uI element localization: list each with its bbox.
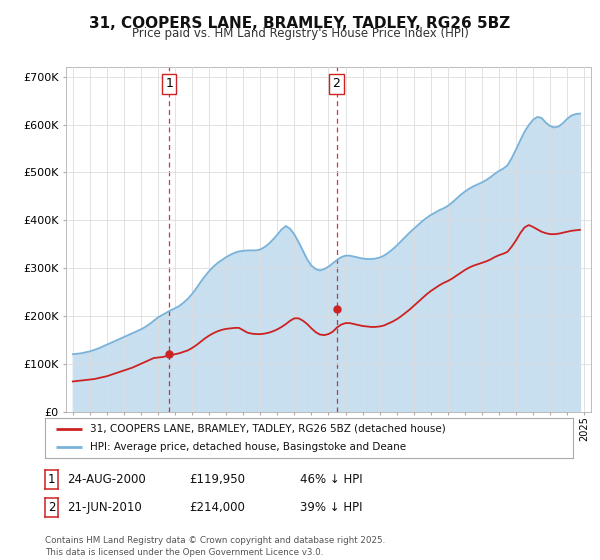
Text: 46% ↓ HPI: 46% ↓ HPI [300,473,362,486]
Text: Price paid vs. HM Land Registry's House Price Index (HPI): Price paid vs. HM Land Registry's House … [131,27,469,40]
Text: HPI: Average price, detached house, Basingstoke and Deane: HPI: Average price, detached house, Basi… [90,442,406,452]
Text: £119,950: £119,950 [189,473,245,486]
Text: 21-JUN-2010: 21-JUN-2010 [67,501,142,514]
Text: Contains HM Land Registry data © Crown copyright and database right 2025.
This d: Contains HM Land Registry data © Crown c… [45,536,385,557]
Text: 2: 2 [332,77,340,91]
Text: 1: 1 [48,473,55,486]
Text: 1: 1 [165,77,173,91]
Text: 31, COOPERS LANE, BRAMLEY, TADLEY, RG26 5BZ (detached house): 31, COOPERS LANE, BRAMLEY, TADLEY, RG26 … [90,424,446,433]
Text: £214,000: £214,000 [189,501,245,514]
Text: 39% ↓ HPI: 39% ↓ HPI [300,501,362,514]
Text: 2: 2 [48,501,55,514]
Text: 31, COOPERS LANE, BRAMLEY, TADLEY, RG26 5BZ: 31, COOPERS LANE, BRAMLEY, TADLEY, RG26 … [89,16,511,31]
Text: 24-AUG-2000: 24-AUG-2000 [67,473,146,486]
